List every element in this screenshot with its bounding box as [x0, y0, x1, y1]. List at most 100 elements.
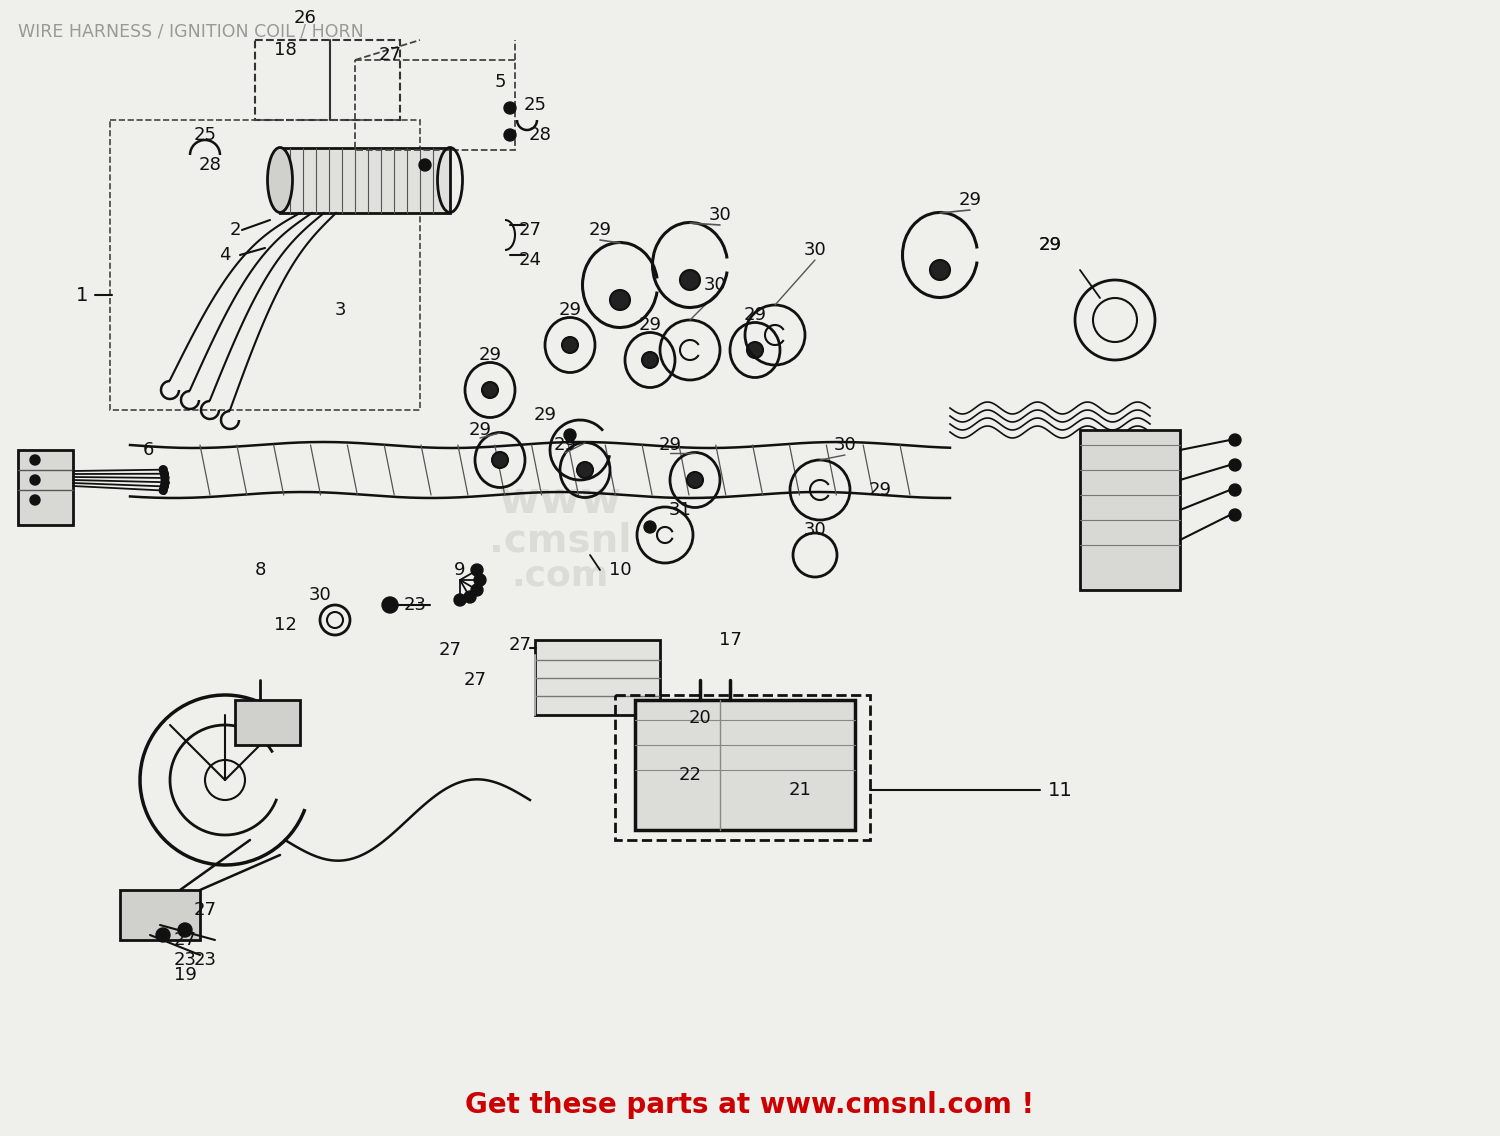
Bar: [255, 40, 400, 120]
Bar: [280, 148, 450, 214]
Text: .com: .com: [512, 558, 609, 592]
Text: 11: 11: [1047, 780, 1072, 800]
Text: 7: 7: [159, 481, 171, 499]
Text: 31: 31: [669, 501, 692, 519]
Circle shape: [687, 471, 703, 488]
Circle shape: [160, 470, 168, 478]
Circle shape: [419, 159, 430, 172]
Circle shape: [160, 483, 168, 491]
Text: 28: 28: [198, 156, 222, 174]
Text: 6: 6: [142, 441, 153, 459]
Text: www: www: [498, 478, 621, 521]
Text: 27: 27: [438, 641, 462, 659]
Circle shape: [382, 598, 398, 613]
Text: 12: 12: [273, 616, 297, 634]
Text: 29: 29: [554, 436, 576, 454]
Bar: [356, 60, 514, 150]
Circle shape: [492, 452, 508, 468]
Text: 25: 25: [524, 97, 546, 114]
Circle shape: [178, 922, 192, 937]
Text: 3: 3: [334, 301, 345, 319]
Text: 29: 29: [744, 306, 766, 324]
Circle shape: [160, 474, 170, 482]
Text: 9: 9: [454, 561, 465, 579]
Circle shape: [578, 462, 592, 478]
Circle shape: [562, 337, 578, 353]
Circle shape: [30, 475, 40, 485]
Text: 4: 4: [219, 247, 231, 264]
Circle shape: [30, 456, 40, 465]
Text: 2: 2: [230, 222, 240, 239]
Text: 30: 30: [704, 276, 726, 294]
Circle shape: [454, 594, 466, 605]
Text: 27: 27: [509, 636, 531, 654]
Circle shape: [610, 290, 630, 310]
Text: .cmsnl: .cmsnl: [489, 521, 632, 559]
Circle shape: [471, 584, 483, 596]
Text: 1: 1: [76, 285, 88, 304]
Circle shape: [642, 352, 658, 368]
Text: 27: 27: [464, 671, 486, 690]
Text: 29: 29: [1038, 236, 1062, 254]
Text: 29: 29: [958, 191, 981, 209]
Circle shape: [644, 521, 656, 533]
Text: 27: 27: [174, 932, 196, 949]
Text: 8: 8: [255, 561, 266, 579]
Circle shape: [464, 591, 476, 603]
Text: 29: 29: [868, 481, 891, 499]
Text: 23: 23: [404, 596, 426, 613]
Circle shape: [747, 342, 764, 358]
Text: 29: 29: [468, 421, 492, 438]
Text: WIRE HARNESS / IGNITION COIL / HORN: WIRE HARNESS / IGNITION COIL / HORN: [18, 22, 363, 40]
Circle shape: [564, 429, 576, 441]
Text: Get these parts at www.cmsnl.com !: Get these parts at www.cmsnl.com !: [465, 1091, 1035, 1119]
Text: 24: 24: [519, 251, 542, 269]
Circle shape: [504, 130, 516, 141]
Bar: [634, 700, 855, 830]
Ellipse shape: [267, 148, 292, 212]
Text: 29: 29: [534, 406, 556, 424]
Circle shape: [1228, 484, 1240, 496]
Text: 29: 29: [478, 346, 501, 364]
Bar: [1080, 431, 1180, 590]
Circle shape: [1228, 434, 1240, 446]
Text: 18: 18: [273, 41, 297, 59]
Bar: [615, 695, 870, 840]
Text: 21: 21: [789, 782, 812, 799]
Text: 25: 25: [194, 126, 216, 144]
Circle shape: [159, 466, 166, 474]
Text: 30: 30: [309, 586, 332, 604]
Bar: [120, 889, 200, 939]
Circle shape: [160, 478, 170, 486]
Text: 30: 30: [834, 436, 856, 454]
Circle shape: [930, 260, 950, 279]
Circle shape: [474, 574, 486, 586]
Text: 27: 27: [194, 901, 216, 919]
Text: 26: 26: [294, 9, 316, 27]
Text: 29: 29: [639, 316, 662, 334]
Bar: [18, 450, 74, 525]
Circle shape: [680, 270, 700, 290]
Text: 27: 27: [378, 45, 402, 64]
Text: 30: 30: [708, 206, 732, 224]
Circle shape: [471, 563, 483, 576]
Text: 17: 17: [718, 630, 741, 649]
Circle shape: [504, 102, 516, 114]
Circle shape: [1228, 459, 1240, 471]
Circle shape: [1228, 509, 1240, 521]
Text: 10: 10: [609, 561, 631, 579]
Circle shape: [482, 382, 498, 398]
Text: 29: 29: [558, 301, 582, 319]
Text: 22: 22: [678, 766, 702, 784]
Bar: [236, 700, 300, 745]
Text: 29: 29: [588, 222, 612, 239]
Bar: [536, 640, 660, 715]
Text: 20: 20: [688, 709, 711, 727]
Text: 23: 23: [174, 951, 196, 969]
Circle shape: [159, 486, 166, 494]
Circle shape: [30, 495, 40, 506]
Text: 19: 19: [174, 966, 196, 984]
Circle shape: [156, 928, 170, 942]
Text: 29: 29: [1038, 236, 1062, 254]
Text: 30: 30: [804, 241, 826, 259]
